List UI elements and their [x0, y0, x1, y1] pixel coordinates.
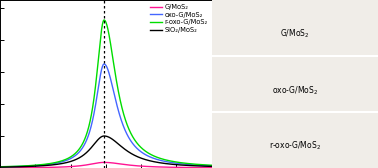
Legend: G/MoS₂, oxo-G/MoS₂, r-oxo-G/MoS₂, SiO₂/MoS₂: G/MoS₂, oxo-G/MoS₂, r-oxo-G/MoS₂, SiO₂/M… [149, 3, 208, 34]
Text: oxo-G/MoS$_2$: oxo-G/MoS$_2$ [272, 85, 318, 97]
Text: G/MoS$_2$: G/MoS$_2$ [280, 27, 310, 40]
Text: r-oxo-G/MoS$_2$: r-oxo-G/MoS$_2$ [269, 140, 321, 152]
